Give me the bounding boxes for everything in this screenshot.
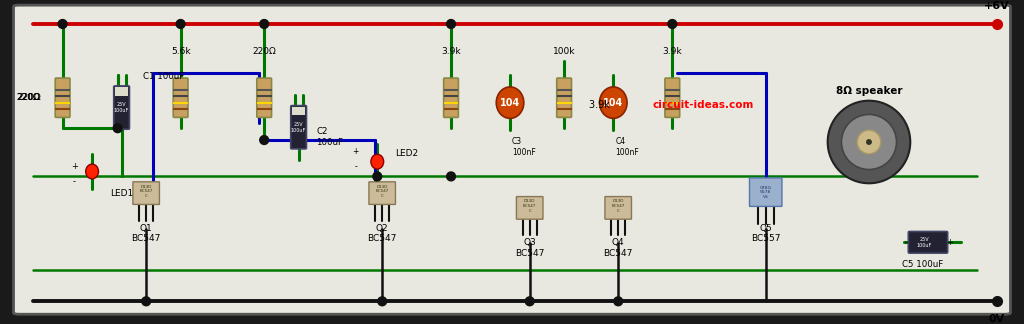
Text: 5.6k: 5.6k [171, 47, 190, 56]
Text: C1 100uF: C1 100uF [143, 72, 184, 81]
Circle shape [176, 19, 185, 29]
Circle shape [613, 297, 623, 306]
Text: D13D
BC547
C: D13D BC547 C [523, 199, 537, 213]
FancyBboxPatch shape [665, 78, 680, 117]
Circle shape [141, 297, 151, 306]
Text: C4
100nF: C4 100nF [615, 137, 639, 156]
Text: circuit-ideas.com: circuit-ideas.com [652, 99, 754, 110]
Text: 104: 104 [603, 98, 624, 108]
Text: 25V
100uF: 25V 100uF [916, 237, 932, 248]
Circle shape [378, 297, 387, 306]
Circle shape [668, 19, 677, 29]
Text: LED2: LED2 [395, 149, 418, 158]
Circle shape [260, 136, 268, 145]
Text: LED1: LED1 [110, 189, 133, 198]
Circle shape [446, 172, 456, 181]
Text: -: - [73, 177, 76, 186]
Text: 0V: 0V [989, 314, 1005, 324]
Text: 3.9k: 3.9k [589, 99, 613, 110]
FancyBboxPatch shape [55, 78, 70, 117]
Text: D13D
BC547
C: D13D BC547 C [611, 199, 625, 213]
FancyBboxPatch shape [443, 78, 459, 117]
Text: 220Ω: 220Ω [16, 93, 40, 102]
FancyBboxPatch shape [291, 106, 306, 149]
FancyBboxPatch shape [750, 178, 782, 206]
Text: 3.9k: 3.9k [663, 47, 682, 56]
Bar [292, 107, 305, 115]
Ellipse shape [371, 154, 384, 169]
Text: Q5
BC557: Q5 BC557 [751, 224, 780, 243]
Text: +6V: +6V [984, 1, 1010, 11]
Circle shape [373, 172, 382, 181]
Text: 25V
100uF: 25V 100uF [291, 122, 306, 133]
Text: Q4
BC547: Q4 BC547 [603, 238, 633, 258]
FancyBboxPatch shape [605, 197, 632, 219]
Text: +: + [946, 238, 953, 247]
Circle shape [114, 124, 122, 133]
Text: -: - [354, 162, 357, 171]
Bar [115, 87, 128, 96]
Text: 100k: 100k [553, 47, 575, 56]
Text: Q3
BC547: Q3 BC547 [515, 238, 545, 258]
FancyBboxPatch shape [13, 5, 1011, 314]
Circle shape [842, 114, 896, 169]
Text: Q2
BC547: Q2 BC547 [368, 224, 397, 243]
Circle shape [827, 101, 910, 183]
Text: +: + [352, 147, 358, 156]
Text: C2
100uF: C2 100uF [316, 127, 343, 147]
FancyBboxPatch shape [133, 182, 160, 204]
Ellipse shape [86, 164, 98, 179]
Text: D13D
BC547
C: D13D BC547 C [139, 185, 153, 198]
Text: 104: 104 [500, 98, 520, 108]
Text: GT8G
5578
VS: GT8G 5578 VS [760, 186, 772, 199]
Text: 25V
100uF: 25V 100uF [114, 102, 129, 113]
Text: Q1
BC547: Q1 BC547 [131, 224, 161, 243]
FancyBboxPatch shape [114, 86, 129, 129]
Text: -: - [905, 238, 908, 247]
Text: +: + [71, 162, 78, 171]
Text: C5 100uF: C5 100uF [902, 260, 944, 270]
Circle shape [446, 19, 456, 29]
FancyBboxPatch shape [557, 78, 571, 117]
FancyBboxPatch shape [173, 78, 188, 117]
FancyBboxPatch shape [369, 182, 395, 204]
Text: 8Ω speaker: 8Ω speaker [836, 86, 902, 96]
Text: C3
100nF: C3 100nF [512, 137, 536, 156]
Circle shape [525, 297, 535, 306]
Text: D13D
BC547
C: D13D BC547 C [376, 185, 389, 198]
Text: 220Ω: 220Ω [16, 93, 40, 102]
Circle shape [58, 19, 67, 29]
Ellipse shape [599, 87, 627, 118]
Text: 220Ω: 220Ω [17, 93, 41, 102]
Circle shape [857, 130, 881, 154]
FancyBboxPatch shape [257, 78, 271, 117]
Ellipse shape [497, 87, 524, 118]
FancyBboxPatch shape [516, 197, 543, 219]
Circle shape [866, 139, 871, 145]
Text: 220Ω: 220Ω [252, 47, 276, 56]
FancyBboxPatch shape [908, 231, 947, 253]
Text: 3.9k: 3.9k [441, 47, 461, 56]
Circle shape [260, 19, 268, 29]
